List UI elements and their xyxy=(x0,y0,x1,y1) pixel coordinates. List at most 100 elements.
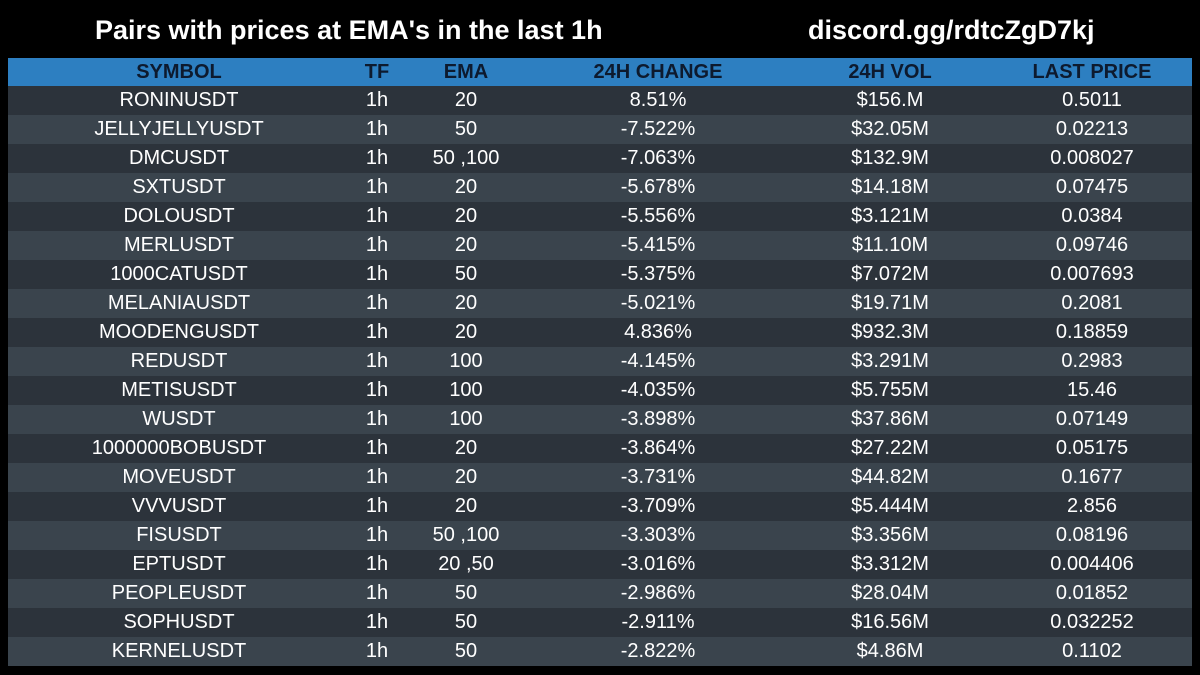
cell-symbol: EPTUSDT xyxy=(132,553,226,575)
cell-symbol: WUSDT xyxy=(142,408,216,430)
cell-24h-change: -2.986% xyxy=(620,582,696,604)
table-row[interactable]: SXTUSDT 1h 20 -5.678% $14.18M 0.07475 xyxy=(8,173,1192,202)
table-row[interactable]: 1000CATUSDT 1h 50 -5.375% $7.072M 0.007693 xyxy=(8,260,1192,289)
cell-ema: 20 ,50 xyxy=(438,553,494,575)
cell-ema: 20 xyxy=(454,292,478,314)
cell-last-price: 0.1102 xyxy=(1062,640,1122,662)
table-row[interactable]: MOVEUSDT 1h 20 -3.731% $44.82M 0.1677 xyxy=(8,463,1192,492)
table-row[interactable]: EPTUSDT 1h 20 ,50 -3.016% $3.312M 0.004406 xyxy=(8,550,1192,579)
cell-24h-change: -5.678% xyxy=(620,176,696,198)
column-header-last-price[interactable]: LAST PRICE xyxy=(1032,61,1152,83)
cell-last-price: 0.05175 xyxy=(1055,437,1129,459)
cell-ema: 20 xyxy=(454,466,478,488)
cell-24h-vol: $14.18M xyxy=(851,176,929,198)
cell-last-price: 0.5011 xyxy=(1062,89,1122,111)
cell-tf: 1h xyxy=(365,408,389,430)
cell-last-price: 0.18859 xyxy=(1055,321,1129,343)
cell-last-price: 0.1677 xyxy=(1061,466,1123,488)
cell-last-price: 0.2081 xyxy=(1061,292,1123,314)
table-row[interactable]: DOLOUSDT 1h 20 -5.556% $3.121M 0.0384 xyxy=(8,202,1192,231)
cell-last-price: 0.08196 xyxy=(1055,524,1129,546)
cell-24h-vol: $37.86M xyxy=(851,408,929,430)
table-row[interactable]: MERLUSDT 1h 20 -5.415% $11.10M 0.09746 xyxy=(8,231,1192,260)
table-row[interactable]: 1000000BOBUSDT 1h 20 -3.864% $27.22M 0.05175 xyxy=(8,434,1192,463)
cell-symbol: METISUSDT xyxy=(121,379,237,401)
cell-24h-change: -5.021% xyxy=(620,292,696,314)
cell-symbol: FISUSDT xyxy=(136,524,222,546)
column-header-symbol[interactable]: SYMBOL xyxy=(136,61,222,83)
cell-24h-change: -2.911% xyxy=(621,611,695,633)
table-row[interactable]: MOODENGUSDT 1h 20 4.836% $932.3M 0.18859 xyxy=(8,318,1192,347)
table-body: RONINUSDT 1h 20 8.51% $156.M 0.5011 JELLYJELLY… xyxy=(8,86,1192,666)
cell-last-price: 0.0384 xyxy=(1061,205,1123,227)
cell-24h-vol: $11.10M xyxy=(851,234,929,256)
cell-24h-vol: $3.312M xyxy=(851,553,929,575)
table-row[interactable]: RONINUSDT 1h 20 8.51% $156.M 0.5011 xyxy=(8,86,1192,115)
cell-tf: 1h xyxy=(365,263,389,285)
cell-24h-change: -5.375% xyxy=(620,263,696,285)
cell-last-price: 0.007693 xyxy=(1050,263,1134,285)
cell-last-price: 0.008027 xyxy=(1050,147,1134,169)
cell-ema: 20 xyxy=(454,437,478,459)
cell-tf: 1h xyxy=(365,524,389,546)
cell-symbol: VVVUSDT xyxy=(131,495,227,517)
cell-last-price: 0.2983 xyxy=(1061,350,1123,372)
cell-symbol: 1000CATUSDT xyxy=(110,263,248,285)
cell-tf: 1h xyxy=(365,176,389,198)
cell-24h-vol: $132.9M xyxy=(851,147,929,169)
cell-last-price: 0.004406 xyxy=(1050,553,1134,575)
cell-symbol: MERLUSDT xyxy=(123,234,234,256)
cell-last-price: 15.46 xyxy=(1066,379,1118,401)
table-row[interactable]: KERNELUSDT 1h 50 -2.822% $4.86M 0.1102 xyxy=(8,637,1192,666)
column-header-ema[interactable]: EMA xyxy=(443,61,489,83)
cell-ema: 50 xyxy=(454,263,478,285)
cell-symbol: JELLYJELLYUSDT xyxy=(94,118,264,140)
cell-tf: 1h xyxy=(365,495,389,517)
table-row[interactable]: FISUSDT 1h 50 ,100 -3.303% $3.356M 0.08196 xyxy=(8,521,1192,550)
cell-24h-change: -7.063% xyxy=(620,147,696,169)
cell-tf: 1h xyxy=(365,379,389,401)
cell-ema: 50 ,100 xyxy=(432,147,500,169)
column-header-tf[interactable]: TF xyxy=(364,61,390,83)
cell-24h-change: -3.016% xyxy=(620,553,696,575)
cell-symbol: DOLOUSDT xyxy=(123,205,235,227)
cell-symbol: MOVEUSDT xyxy=(122,466,236,488)
cell-24h-vol: $32.05M xyxy=(851,118,929,140)
column-header-24h-change[interactable]: 24H CHANGE xyxy=(593,61,723,83)
cell-tf: 1h xyxy=(365,89,389,111)
cell-tf: 1h xyxy=(365,350,389,372)
cell-ema: 20 xyxy=(454,89,478,111)
cell-symbol: REDUSDT xyxy=(130,350,228,372)
cell-tf: 1h xyxy=(365,234,389,256)
cell-ema: 20 xyxy=(454,495,478,517)
table-row[interactable]: JELLYJELLYUSDT 1h 50 -7.522% $32.05M 0.02213 xyxy=(8,115,1192,144)
table-row[interactable]: METISUSDT 1h 100 -4.035% $5.755M 15.46 xyxy=(8,376,1192,405)
table-row[interactable]: DMCUSDT 1h 50 ,100 -7.063% $132.9M 0.008027 xyxy=(8,144,1192,173)
table-row[interactable]: VVVUSDT 1h 20 -3.709% $5.444M 2.856 xyxy=(8,492,1192,521)
cell-tf: 1h xyxy=(365,118,389,140)
table-row[interactable]: WUSDT 1h 100 -3.898% $37.86M 0.07149 xyxy=(8,405,1192,434)
cell-tf: 1h xyxy=(365,582,389,604)
table-row[interactable]: SOPHUSDT 1h 50 -2.911% $16.56M 0.032252 xyxy=(8,608,1192,637)
cell-symbol: MELANIAUSDT xyxy=(107,292,251,314)
cell-24h-vol: $3.121M xyxy=(851,205,929,227)
cell-last-price: 0.07475 xyxy=(1055,176,1129,198)
cell-24h-change: -5.415% xyxy=(620,234,696,256)
cell-ema: 100 xyxy=(449,379,483,401)
table-row[interactable]: MELANIAUSDT 1h 20 -5.021% $19.71M 0.2081 xyxy=(8,289,1192,318)
cell-24h-vol: $16.56M xyxy=(851,611,929,633)
cell-24h-change: -4.145% xyxy=(620,350,696,372)
table-row[interactable]: REDUSDT 1h 100 -4.145% $3.291M 0.2983 xyxy=(8,347,1192,376)
cell-24h-change: -5.556% xyxy=(620,205,696,227)
cell-24h-vol: $28.04M xyxy=(851,582,929,604)
cell-last-price: 0.07149 xyxy=(1055,408,1129,430)
cell-symbol: RONINUSDT xyxy=(119,89,239,111)
cell-24h-vol: $5.444M xyxy=(851,495,929,517)
cell-symbol: DMCUSDT xyxy=(129,147,229,169)
discord-link[interactable]: discord.gg/rdtcZgD7kj xyxy=(808,15,1095,45)
column-header-24h-vol[interactable]: 24H VOL xyxy=(848,61,932,83)
cell-ema: 20 xyxy=(454,321,478,343)
table-row[interactable]: PEOPLEUSDT 1h 50 -2.986% $28.04M 0.01852 xyxy=(8,579,1192,608)
cell-ema: 50 xyxy=(454,640,478,662)
header-bar: Pairs with prices at EMA's in the last 1… xyxy=(0,0,1200,58)
